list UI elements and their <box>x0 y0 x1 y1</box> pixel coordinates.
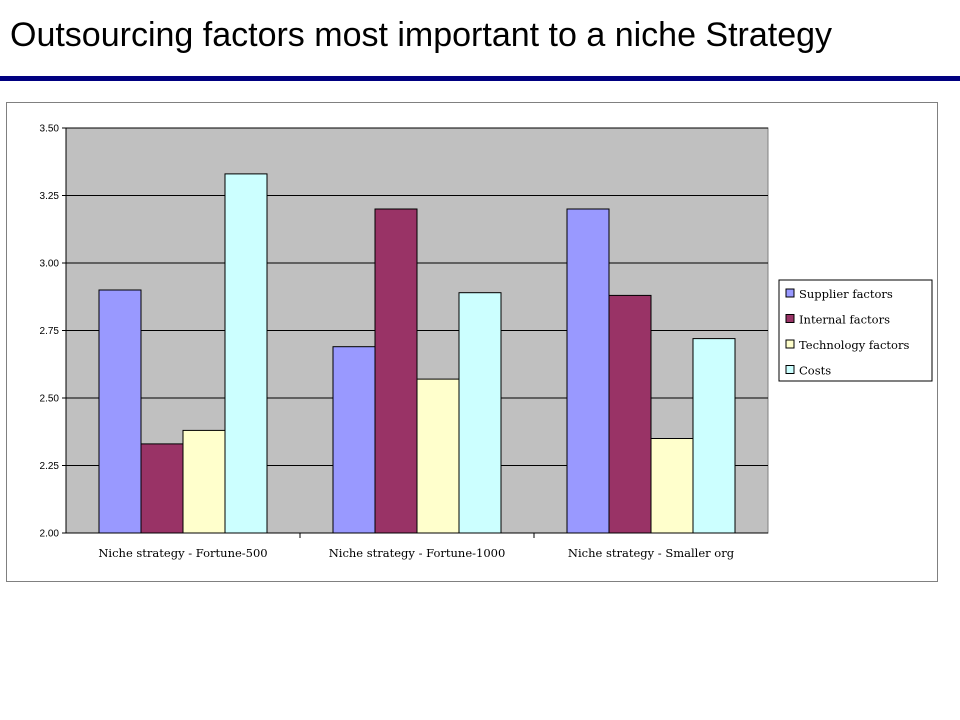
bar-costs <box>458 292 502 534</box>
bar-supplier-factors <box>98 289 142 534</box>
bar-chart: 2.00 2.25 2.50 2.75 3.00 3.25 3.50 Niche strate… <box>40 124 933 560</box>
bar-costs <box>224 173 268 534</box>
legend-label: Supplier factors <box>799 287 893 301</box>
bar-internal-factors <box>140 443 184 534</box>
legend-label: Internal factors <box>799 313 890 327</box>
legend-swatch <box>785 365 795 374</box>
bar-internal-factors <box>374 208 418 534</box>
bar-technology-factors <box>182 429 226 534</box>
legend-swatch <box>785 339 795 349</box>
y-tick-label: 3.00 <box>40 259 60 270</box>
bar-supplier-factors <box>566 208 610 534</box>
y-tick-label: 3.25 <box>40 191 60 202</box>
bar-costs <box>692 338 736 534</box>
bar-internal-factors <box>608 294 652 534</box>
x-category-label: Niche strategy - Fortune-500 <box>98 546 267 560</box>
legend-label: Costs <box>799 364 831 378</box>
y-tick-label: 2.25 <box>40 461 60 472</box>
y-tick-label: 3.50 <box>40 124 60 135</box>
x-category-label: Niche strategy - Smaller org <box>568 546 735 560</box>
y-tick-label: 2.00 <box>40 529 60 540</box>
legend-box <box>778 279 933 382</box>
x-category-label: Niche strategy - Fortune-1000 <box>329 546 506 560</box>
legend-swatch <box>785 314 795 323</box>
legend-label: Technology factors <box>799 338 909 352</box>
slide-title: Outsourcing factors most important to a … <box>10 16 833 54</box>
legend-swatch <box>785 288 795 298</box>
y-tick-label: 2.50 <box>40 394 60 405</box>
chart-frame: 2.00 2.25 2.50 2.75 3.00 3.25 3.50 Niche strate… <box>6 102 938 582</box>
bar-technology-factors <box>650 438 694 534</box>
bar-technology-factors <box>416 378 460 534</box>
bar-supplier-factors <box>332 346 376 534</box>
y-tick-label: 2.75 <box>40 326 60 337</box>
title-underline <box>0 76 960 81</box>
